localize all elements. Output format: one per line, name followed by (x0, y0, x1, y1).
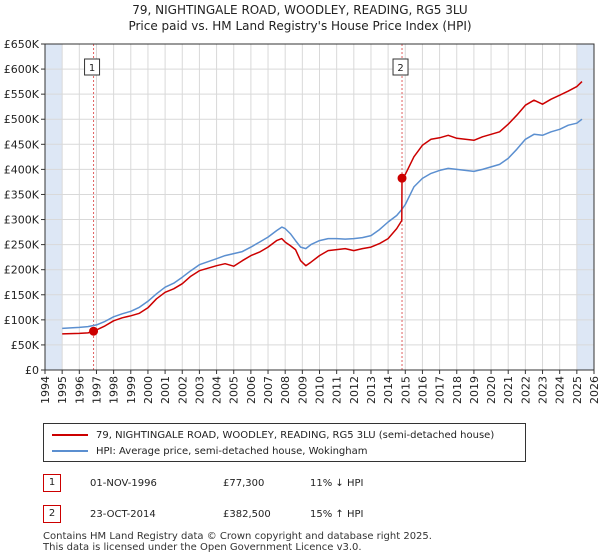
x-tick-label: 1994 (39, 376, 52, 404)
y-tick-label: £500K (4, 113, 40, 126)
x-tick-label: 2026 (588, 376, 600, 404)
y-tick-label: £400K (4, 163, 40, 176)
legend-property-label: 79, NIGHTINGALE ROAD, WOODLEY, READING, … (96, 429, 495, 441)
hpi-line (62, 118, 583, 330)
x-tick-label: 2020 (485, 376, 498, 404)
x-tick-label: 2017 (434, 376, 447, 404)
y-tick-label: £550K (4, 88, 40, 101)
x-tick-label: 2022 (519, 376, 532, 404)
transaction-date: 23-OCT-2014 (90, 508, 156, 520)
x-tick-label: 1999 (125, 376, 138, 404)
y-tick-label: £150K (4, 289, 40, 302)
x-tick-label: 2009 (296, 376, 309, 404)
x-tick-label: 2010 (314, 376, 327, 404)
footer-copyright: Contains HM Land Registry data © Crown c… (43, 531, 432, 542)
x-tick-label: 2013 (365, 376, 378, 404)
y-tick-label: £0 (25, 364, 39, 377)
shaded-region (45, 44, 63, 370)
x-tick-label: 2008 (279, 376, 292, 404)
footer: Contains HM Land Registry data © Crown c… (43, 531, 432, 553)
legend-property-swatch (52, 434, 88, 436)
x-tick-label: 2002 (176, 376, 189, 404)
x-tick-label: 1995 (56, 376, 69, 404)
sale-point (397, 173, 407, 183)
property-price-line (62, 81, 583, 335)
legend-hpi-swatch (52, 450, 88, 452)
shaded-region (576, 44, 594, 370)
y-tick-label: £300K (4, 214, 40, 227)
footer-licence: This data is licensed under the Open Gov… (43, 542, 362, 553)
x-tick-label: 1998 (108, 376, 121, 404)
x-tick-label: 2023 (537, 376, 550, 404)
y-tick-label: £650K (4, 38, 40, 51)
x-tick-label: 2003 (193, 376, 206, 404)
sale-number-box (84, 58, 101, 76)
x-tick-label: 2019 (468, 376, 481, 404)
transaction-date: 01-NOV-1996 (90, 477, 157, 489)
sale-point (89, 326, 99, 336)
x-tick-label: 2004 (211, 376, 224, 404)
transaction-hpi-diff: 11% ↓ HPI (310, 477, 364, 489)
transaction-price: £77,300 (223, 477, 265, 489)
legend: 79, NIGHTINGALE ROAD, WOODLEY, READING, … (43, 423, 526, 462)
x-tick-label: 1997 (90, 376, 103, 404)
x-tick-label: 2005 (228, 376, 241, 404)
y-tick-label: £600K (4, 63, 40, 76)
chart-title-line2: Price paid vs. HM Land Registry's House … (128, 19, 472, 33)
x-tick-label: 2000 (142, 376, 155, 404)
x-tick-label: 1996 (73, 376, 86, 404)
x-tick-label: 2025 (571, 376, 584, 404)
legend-hpi-label: HPI: Average price, semi-detached house,… (96, 445, 368, 457)
y-tick-label: £50K (11, 339, 40, 352)
x-tick-label: 2016 (416, 376, 429, 404)
transaction-number-badge: 1 (43, 474, 61, 492)
x-tick-label: 2024 (554, 376, 567, 404)
y-tick-label: £250K (4, 239, 40, 252)
x-tick-label: 2007 (262, 376, 275, 404)
y-tick-label: £200K (4, 264, 40, 277)
transaction-number-badge: 2 (43, 505, 61, 523)
y-tick-label: £100K (4, 314, 40, 327)
chart-title-line1: 79, NIGHTINGALE ROAD, WOODLEY, READING, … (132, 3, 468, 17)
x-tick-label: 2015 (399, 376, 412, 404)
sale-number-box (392, 58, 409, 76)
price-chart: £0 £50K £100K £150K £200K £250K £300K £350K £400… (4, 38, 600, 404)
legend-item-property: 79, NIGHTINGALE ROAD, WOODLEY, READING, … (52, 428, 494, 442)
y-tick-label: £450K (4, 138, 40, 151)
x-tick-label: 2021 (502, 376, 515, 404)
x-tick-label: 2012 (348, 376, 361, 404)
legend-item-hpi: HPI: Average price, semi-detached house,… (52, 444, 367, 458)
sale-number-label: 2 (397, 63, 403, 74)
transaction-price: £382,500 (223, 508, 271, 520)
x-tick-label: 2011 (331, 376, 344, 404)
x-tick-label: 2006 (245, 376, 258, 404)
sale-number-label: 1 (89, 63, 95, 74)
transaction-hpi-diff: 15% ↑ HPI (310, 508, 364, 520)
x-tick-label: 2018 (451, 376, 464, 404)
x-tick-label: 2001 (159, 376, 172, 404)
y-tick-label: £350K (4, 188, 40, 201)
x-tick-label: 2014 (382, 376, 395, 404)
